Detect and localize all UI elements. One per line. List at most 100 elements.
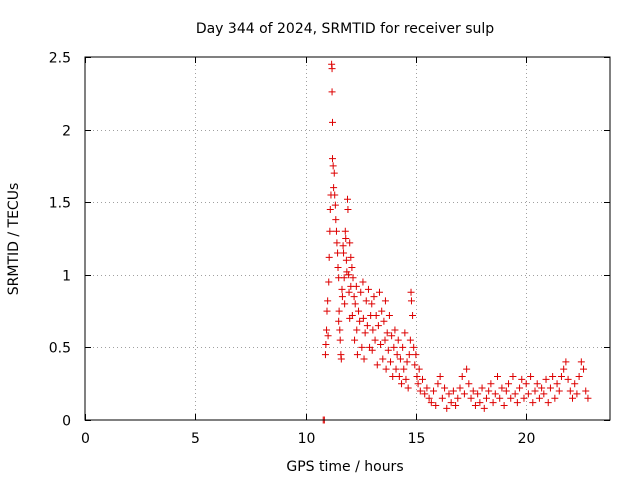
data-point: [334, 249, 342, 257]
data-point: [332, 216, 340, 224]
data-point: [465, 380, 473, 388]
data-point: [411, 361, 419, 369]
data-point: [443, 404, 451, 412]
data-point: [394, 336, 402, 344]
data-point: [482, 394, 490, 402]
data-point: [509, 372, 517, 380]
data-point: [380, 317, 388, 325]
data-point: [352, 282, 360, 290]
data-point: [569, 394, 576, 402]
data-point: [402, 375, 410, 383]
data-point: [369, 326, 377, 334]
data-point: [487, 380, 495, 388]
data-point: [549, 372, 557, 380]
data-point: [339, 242, 347, 250]
data-point: [471, 401, 479, 409]
data-point: [516, 384, 524, 392]
data-point: [502, 387, 510, 395]
data-point: [414, 380, 422, 388]
data-point: [449, 387, 457, 395]
data-point: [396, 355, 404, 363]
data-point: [379, 355, 387, 363]
data-point: [410, 343, 418, 351]
data-points: [319, 60, 592, 424]
data-point: [463, 365, 471, 373]
data-point: [357, 288, 365, 296]
data-point: [341, 300, 349, 308]
data-point: [350, 293, 358, 301]
data-point: [336, 326, 344, 334]
data-point: [323, 326, 331, 334]
data-point: [326, 205, 334, 213]
data-point: [392, 365, 400, 373]
data-point: [478, 384, 486, 392]
data-point: [325, 253, 333, 261]
data-point: [447, 399, 455, 407]
data-point: [335, 307, 343, 315]
data-point: [582, 387, 590, 395]
data-point: [401, 329, 409, 337]
data-point: [368, 346, 376, 354]
data-point: [381, 297, 389, 305]
data-point: [351, 300, 359, 308]
data-point: [346, 239, 354, 247]
data-point: [423, 384, 431, 392]
data-point: [358, 343, 366, 351]
data-point: [577, 358, 585, 366]
data-point: [328, 88, 336, 96]
data-point: [328, 65, 336, 73]
data-point: [441, 384, 449, 392]
data-point: [524, 390, 532, 398]
data-point: [368, 300, 376, 308]
data-point: [485, 387, 493, 395]
data-point: [324, 332, 332, 340]
data-point: [343, 268, 351, 276]
data-point: [330, 169, 338, 177]
data-point: [389, 372, 397, 380]
data-point: [415, 365, 423, 373]
y-tick-label: 0: [62, 414, 71, 430]
data-point: [363, 322, 371, 330]
data-point: [566, 387, 574, 395]
data-point: [353, 351, 361, 359]
data-point: [452, 401, 460, 409]
data-point: [337, 355, 345, 363]
data-point: [489, 399, 497, 407]
data-point: [361, 329, 369, 337]
data-point: [331, 191, 339, 199]
data-point: [454, 394, 462, 402]
data-point: [419, 375, 426, 383]
x-axis-label: GPS time / hours: [286, 459, 403, 475]
data-point: [340, 249, 348, 257]
data-point: [476, 399, 484, 407]
data-point: [391, 326, 399, 334]
data-point: [500, 401, 508, 409]
x-tick-label: 15: [408, 431, 426, 447]
tick-labels: 0 5 10 15 20 0 0.5 1 1.5 2 2.5: [49, 51, 536, 448]
data-point: [378, 307, 386, 315]
data-point: [321, 351, 329, 359]
data-point: [522, 380, 530, 388]
data-point: [336, 336, 344, 344]
data-point: [372, 311, 380, 319]
x-tick-label: 5: [191, 431, 200, 447]
data-point: [413, 372, 421, 380]
data-point: [573, 390, 581, 398]
data-point: [407, 297, 415, 305]
data-point: [384, 346, 392, 354]
data-point: [371, 336, 379, 344]
data-point: [406, 336, 414, 344]
data-point: [498, 384, 506, 392]
data-point: [360, 355, 368, 363]
data-point: [575, 372, 583, 380]
data-point: [329, 118, 336, 126]
data-point: [342, 256, 350, 264]
data-point: [513, 399, 521, 407]
grid: [85, 57, 610, 420]
data-point: [329, 155, 336, 163]
y-tick-label: 2.5: [49, 51, 71, 67]
data-point: [390, 343, 398, 351]
data-point: [364, 285, 372, 293]
